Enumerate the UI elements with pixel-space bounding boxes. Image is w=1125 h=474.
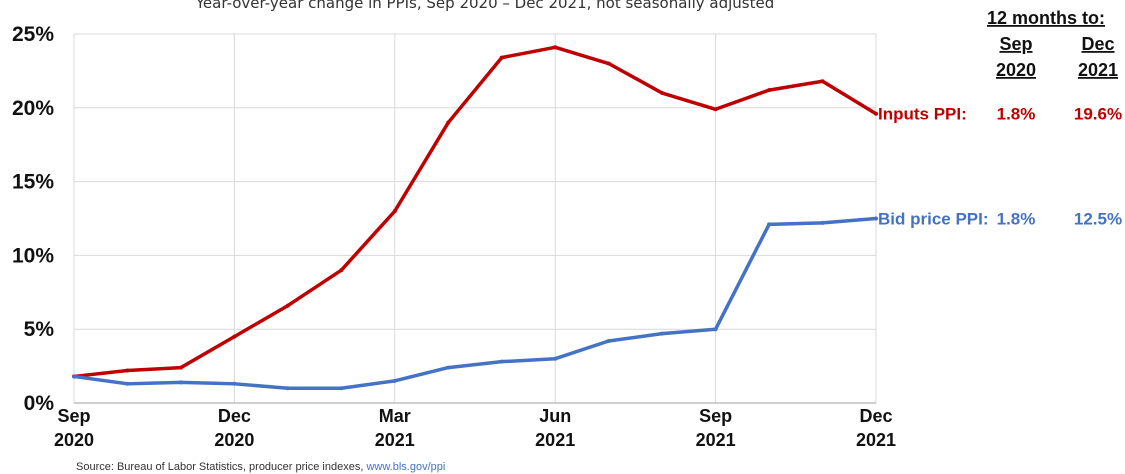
y-tick-label: 15% xyxy=(12,171,54,194)
x-tick-month: Mar xyxy=(379,406,411,426)
source-label: Source: Bureau of Labor Statistics, prod… xyxy=(76,461,363,473)
x-tick-month: Dec xyxy=(218,406,251,426)
data-point xyxy=(499,55,504,60)
data-point xyxy=(660,91,665,96)
data-point xyxy=(232,334,237,339)
x-axis-ticks: Sep 2020 Dec 2020 Mar 2021 Jun 2021 Sep 2021 Dec 20… xyxy=(54,406,896,450)
y-tick-label: 25% xyxy=(12,23,54,46)
data-point xyxy=(713,107,718,112)
series-dec2021-value: 12.5% xyxy=(1074,210,1122,229)
x-tick-year: 2020 xyxy=(54,430,94,450)
series-dec2021-value: 19.6% xyxy=(1074,105,1122,124)
col1-year: 2020 xyxy=(996,60,1036,80)
source-note: Source: Bureau of Labor Statistics, prod… xyxy=(76,461,445,473)
data-point xyxy=(820,220,825,225)
x-tick-month: Sep xyxy=(699,406,732,426)
data-point xyxy=(767,88,772,93)
data-point xyxy=(660,331,665,336)
series-name-label: Inputs PPI: xyxy=(878,105,967,124)
series-sep2020-value: 1.8% xyxy=(997,105,1036,124)
data-point xyxy=(553,45,558,50)
x-tick-year: 2020 xyxy=(214,430,254,450)
x-tick-month: Dec xyxy=(859,406,892,426)
col2-year: 2021 xyxy=(1078,60,1118,80)
y-tick-label: 0% xyxy=(24,392,55,415)
series-name-label: Bid price PPI: xyxy=(878,210,989,229)
series-sep2020-value: 1.8% xyxy=(997,210,1036,229)
data-point xyxy=(339,386,344,391)
data-point xyxy=(285,386,290,391)
data-point xyxy=(499,359,504,364)
data-point xyxy=(606,61,611,66)
col1-month: Sep xyxy=(999,34,1032,54)
x-tick-year: 2021 xyxy=(856,430,896,450)
x-tick-year: 2021 xyxy=(696,430,736,450)
chart-subtitle: Year-over-year change in PPIs, Sep 2020 … xyxy=(195,0,774,12)
data-point xyxy=(553,356,558,361)
y-axis-ticks: 0% 5% 10% 15% 20% 25% xyxy=(12,23,54,415)
data-point xyxy=(178,365,183,370)
data-point xyxy=(125,368,130,373)
y-tick-label: 5% xyxy=(24,318,55,341)
data-point xyxy=(713,327,718,332)
col2-month: Dec xyxy=(1081,34,1114,54)
x-tick-month: Sep xyxy=(57,406,90,426)
data-point xyxy=(820,79,825,84)
data-point xyxy=(767,222,772,227)
data-point xyxy=(874,216,878,221)
data-point xyxy=(446,365,451,370)
series-lines xyxy=(72,45,878,391)
x-tick-year: 2021 xyxy=(375,430,415,450)
grid-lines xyxy=(73,33,877,404)
data-point xyxy=(446,120,451,125)
summary-table-header: 12 months to: Sep 2020 Dec 2021 xyxy=(987,8,1118,80)
data-point xyxy=(72,374,76,379)
source-link[interactable]: www.bls.gov/ppi xyxy=(365,461,445,473)
y-tick-label: 10% xyxy=(12,244,54,267)
data-point xyxy=(874,111,878,116)
data-point xyxy=(339,268,344,273)
series-line xyxy=(72,45,878,379)
series-labels: Inputs PPI: 1.8% 19.6% Bid price PPI: 1.8% 12… xyxy=(878,105,1122,229)
table-header-title: 12 months to: xyxy=(987,8,1105,28)
y-tick-label: 20% xyxy=(12,97,54,120)
x-tick-year: 2021 xyxy=(535,430,575,450)
data-point xyxy=(125,381,130,386)
data-point xyxy=(392,209,397,214)
data-point xyxy=(232,381,237,386)
data-point xyxy=(606,339,611,344)
data-point xyxy=(178,380,183,385)
x-tick-month: Jun xyxy=(539,406,571,426)
data-point xyxy=(285,303,290,308)
series-line xyxy=(72,216,878,390)
data-point xyxy=(392,378,397,383)
